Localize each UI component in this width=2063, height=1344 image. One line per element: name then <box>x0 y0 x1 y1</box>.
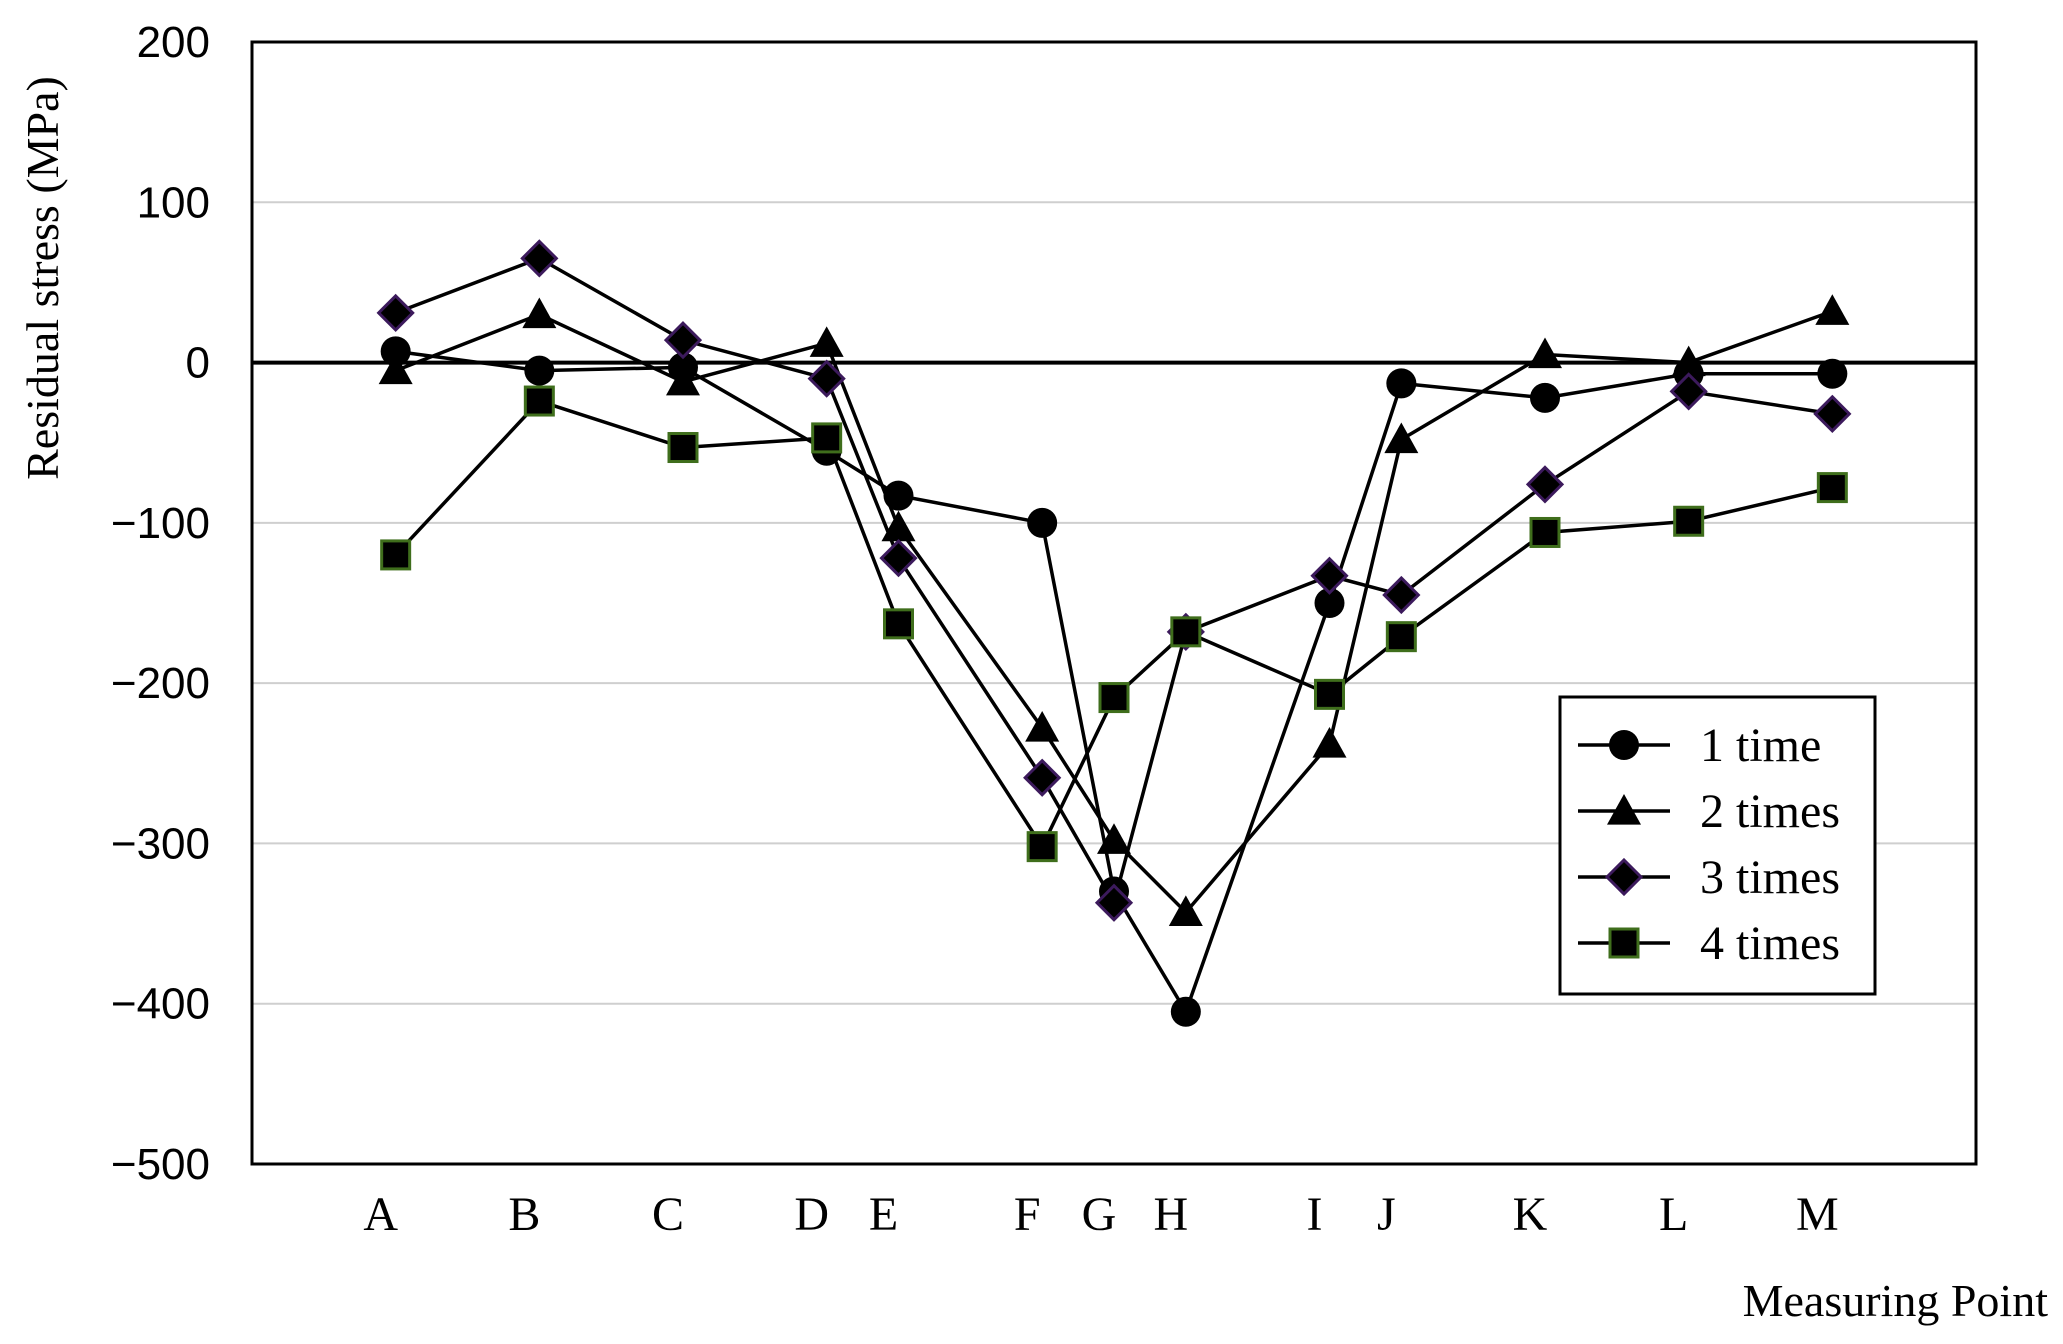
x-tick-label: I <box>1307 1188 1323 1241</box>
x-axis-title: Measuring Point <box>1743 1275 2049 1326</box>
x-tick-label: M <box>1796 1188 1839 1241</box>
data-point <box>1170 996 1201 1027</box>
legend-marker <box>1608 927 1640 959</box>
legend-label: 3 times <box>1700 851 1840 904</box>
data-point <box>1027 507 1058 538</box>
data-point <box>807 359 846 398</box>
y-tick-label: 100 <box>137 178 210 227</box>
data-point <box>1815 294 1850 325</box>
data-point <box>809 326 844 357</box>
data-point <box>1382 575 1421 615</box>
x-tick-label: G <box>1082 1188 1117 1241</box>
data-point <box>883 480 914 511</box>
data-point <box>811 422 843 454</box>
series-3 <box>376 239 1852 922</box>
data-point <box>883 608 914 640</box>
data-point <box>1098 682 1130 714</box>
x-tick-label: D <box>794 1188 829 1241</box>
x-tick-label: L <box>1659 1188 1688 1241</box>
x-tick-label: A <box>363 1188 398 1241</box>
legend-marker <box>1607 794 1641 825</box>
series-4 <box>380 385 1848 863</box>
data-point <box>1168 895 1203 926</box>
data-point <box>1529 516 1561 548</box>
y-tick-label: −100 <box>111 499 210 548</box>
legend: 1 time 2 times 3 times 4 times <box>1558 695 1877 996</box>
data-point <box>1384 422 1419 454</box>
x-tick-label: F <box>1014 1188 1041 1241</box>
data-series <box>376 239 1852 1027</box>
data-point <box>1314 588 1345 618</box>
data-point <box>524 355 555 386</box>
data-point <box>1528 337 1562 369</box>
data-point <box>1312 727 1347 758</box>
data-point <box>1671 345 1706 377</box>
data-point <box>879 538 918 578</box>
y-tick-label: −500 <box>111 1140 210 1189</box>
data-point <box>1525 465 1565 504</box>
x-tick-label: K <box>1513 1188 1548 1241</box>
y-tick-label: −400 <box>111 980 210 1029</box>
y-tick-label: 0 <box>186 339 210 388</box>
data-point <box>1817 358 1848 389</box>
data-point <box>666 364 700 396</box>
data-point <box>1530 382 1560 413</box>
x-tick-label: H <box>1153 1188 1188 1241</box>
y-axis-tick-labels: 200 100 0 −100 −200 −300 −400 −500 <box>111 18 210 1189</box>
data-point <box>1669 372 1708 411</box>
data-point <box>378 353 413 385</box>
legend-marker <box>1609 730 1639 760</box>
data-point <box>1813 394 1852 433</box>
x-tick-label: J <box>1377 1188 1396 1241</box>
data-point <box>1386 368 1417 399</box>
y-tick-label: −200 <box>111 659 210 708</box>
legend-label: 1 time <box>1700 719 1821 772</box>
y-tick-label: 200 <box>137 18 210 67</box>
legend-marker <box>1604 857 1644 897</box>
data-point <box>1094 883 1134 922</box>
data-point <box>667 432 699 464</box>
data-point <box>1025 711 1060 742</box>
data-point <box>1170 616 1202 648</box>
data-point <box>1026 831 1058 863</box>
data-point <box>380 539 412 571</box>
data-point <box>376 293 415 333</box>
x-tick-label: C <box>652 1188 684 1241</box>
data-point <box>522 297 557 329</box>
data-point <box>520 239 559 278</box>
y-tick-label: −300 <box>111 819 210 868</box>
data-point <box>1816 472 1848 504</box>
data-point <box>1314 678 1345 710</box>
x-tick-label: B <box>508 1188 540 1241</box>
legend-label: 2 times <box>1700 785 1840 838</box>
x-tick-label: E <box>869 1188 898 1241</box>
y-axis-title: Residual stress (MPa) <box>17 76 68 480</box>
data-point <box>523 385 555 417</box>
data-point <box>663 321 703 360</box>
data-point <box>1310 556 1349 595</box>
data-point <box>1097 823 1131 854</box>
data-point <box>1023 758 1062 797</box>
plot-area-frame <box>250 40 1978 1166</box>
legend-label: 4 times <box>1700 917 1840 970</box>
data-point <box>1673 505 1705 537</box>
data-point <box>380 336 411 367</box>
series-2 <box>378 294 1850 926</box>
data-point <box>1385 621 1417 653</box>
